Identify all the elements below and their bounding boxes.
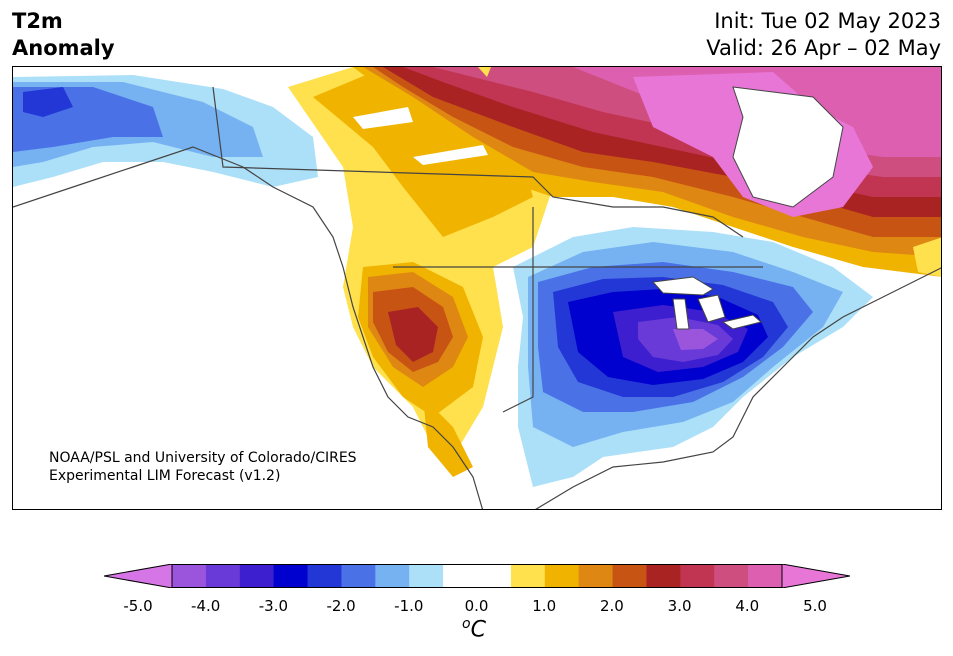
credit-text: NOAA/PSL and University of Colorado/CIRE… <box>49 449 357 485</box>
hudson-bay <box>732 86 844 208</box>
colorbar-cell <box>748 564 783 588</box>
colorbar-cell <box>239 564 275 588</box>
colorbar-cells <box>172 564 783 588</box>
title-line-2: Anomaly <box>12 36 115 60</box>
forecast-dates: Init: Tue 02 May 2023 Valid: 26 Apr – 02… <box>706 8 941 62</box>
colorbar-tick-label: 2.0 <box>599 597 624 615</box>
title-line-1: T2m <box>12 9 63 33</box>
colorbar-tick-label: 4.0 <box>735 597 760 615</box>
colorbar-max-extend <box>781 564 850 588</box>
colorbar-cell <box>544 564 580 588</box>
colorbar-cell <box>375 564 410 588</box>
colorbar-cell <box>612 564 647 588</box>
colorbar-outline <box>171 564 783 588</box>
anomaly-map <box>12 66 942 510</box>
colorbar-tick-label: -2.0 <box>326 597 356 615</box>
colorbar-tick-label: 1.0 <box>532 597 557 615</box>
colorbar-cell <box>443 564 478 588</box>
unit-sup: o <box>462 616 471 632</box>
colorbar-cell <box>205 564 241 588</box>
unit-base: C <box>470 617 486 643</box>
colorbar-tick-label: 5.0 <box>803 597 827 615</box>
colorbar-tick-label: -4.0 <box>191 597 221 615</box>
map-title: T2m Anomaly <box>12 8 115 62</box>
great-bear-lake <box>353 107 413 129</box>
colorbar-tick-label: 0.0 <box>464 597 489 615</box>
colorbar-tick-label: -5.0 <box>123 597 153 615</box>
colorbar-tick-label: 3.0 <box>667 597 692 615</box>
colorbar-cell <box>714 564 749 588</box>
colorbar-cell <box>273 564 309 588</box>
unit-label: oC <box>462 616 486 642</box>
coastlines <box>13 86 941 509</box>
colorbar-cell <box>680 564 715 588</box>
colorbar-cell <box>172 564 207 588</box>
alaska-cold-anomaly <box>13 75 318 187</box>
colorbar <box>104 564 850 588</box>
colorbar-tick-label: -1.0 <box>394 597 424 615</box>
credit-line-2: Experimental LIM Forecast (v1.2) <box>49 468 281 484</box>
colorbar-cell <box>578 564 614 588</box>
great-slave-lake <box>413 145 488 165</box>
colorbar-cell <box>646 564 681 588</box>
colorbar-cell <box>510 564 546 588</box>
colorbar-cell <box>341 564 376 588</box>
init-date: Init: Tue 02 May 2023 <box>714 9 941 33</box>
colorbar-cell <box>409 564 444 588</box>
colorbar-cell <box>307 564 342 588</box>
colorbar-min-extend <box>104 564 173 588</box>
colorbar-cell <box>477 564 512 588</box>
credit-line-1: NOAA/PSL and University of Colorado/CIRE… <box>49 450 357 466</box>
map-svg <box>13 67 941 509</box>
valid-dates: Valid: 26 Apr – 02 May <box>706 36 941 60</box>
great-lakes <box>651 276 763 330</box>
eastern-cold-anomaly <box>513 227 873 487</box>
colorbar-tick-label: -3.0 <box>258 597 289 615</box>
